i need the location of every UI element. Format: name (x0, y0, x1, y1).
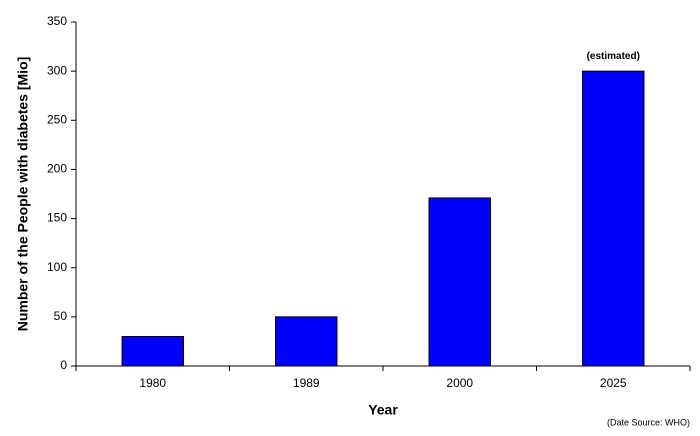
x-tick-label: 2000 (446, 376, 473, 390)
bar (428, 197, 491, 367)
bar (275, 316, 338, 367)
y-tick-label: 350 (47, 14, 67, 28)
y-tick-label: 150 (47, 211, 67, 225)
bar (121, 336, 184, 367)
y-tick-label: 300 (47, 63, 67, 77)
y-tick-label: 0 (60, 358, 67, 372)
bar (582, 70, 645, 367)
y-tick-label: 100 (47, 260, 67, 274)
x-tick-label: 1980 (139, 376, 166, 390)
x-tick-label: 2025 (600, 376, 627, 390)
y-tick-label: 250 (47, 112, 67, 126)
annotation: (estimated) (587, 51, 640, 62)
x-tick-label: 1989 (293, 376, 320, 390)
x-axis-title: Year (368, 402, 398, 418)
y-tick-label: 50 (54, 309, 68, 323)
source-note: (Date Source: WHO) (607, 417, 690, 427)
y-tick-label: 200 (47, 162, 67, 176)
y-axis-title: Number of the People with diabetes [Mio] (15, 57, 31, 332)
